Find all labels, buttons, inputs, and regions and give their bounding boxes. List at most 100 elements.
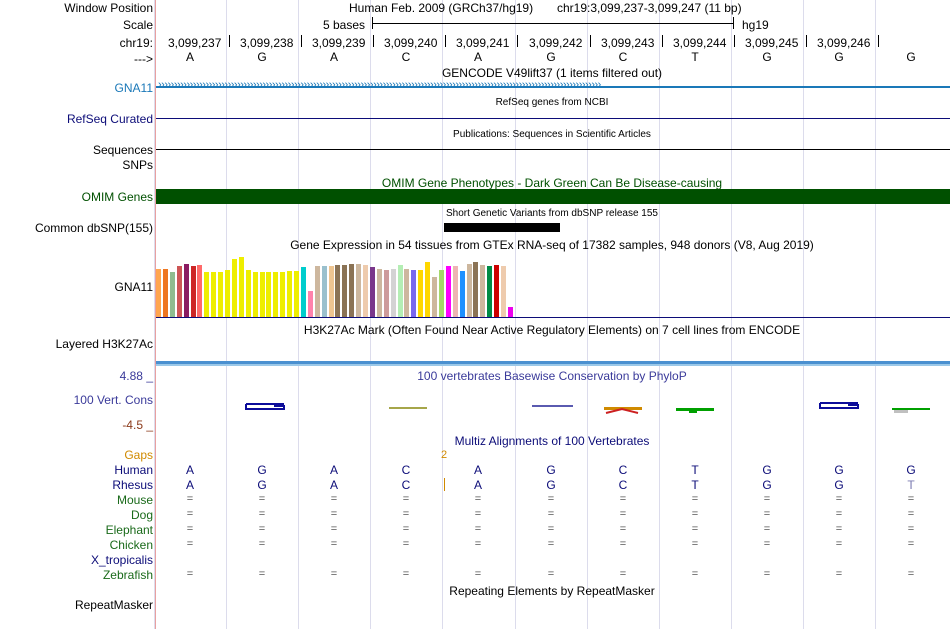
omim-track-label[interactable]: OMIM Genes [81, 190, 153, 204]
species-label[interactable]: X_tropicalis [90, 553, 153, 567]
gtex-tissue-bar[interactable] [473, 262, 478, 317]
gtex-tissue-bar[interactable] [460, 271, 465, 317]
publications-track-label[interactable]: Sequences [92, 143, 153, 157]
gtex-tissue-bar[interactable] [349, 264, 354, 317]
alignment-match: = [619, 523, 627, 535]
gtex-tissue-bar[interactable] [480, 265, 485, 317]
species-label[interactable]: Zebrafish [102, 568, 153, 582]
alignment-match: = [907, 538, 915, 550]
alignment-match: = [186, 493, 194, 505]
ruler-coordinate: 3,099,238 [240, 36, 294, 50]
gtex-tissue-bar[interactable] [163, 269, 168, 317]
gtex-tissue-bar[interactable] [487, 266, 492, 317]
gtex-tissue-bar[interactable] [411, 270, 416, 317]
gtex-tissue-bar[interactable] [432, 277, 437, 317]
species-label[interactable]: Mouse [116, 493, 153, 507]
alignment-match: = [186, 508, 194, 520]
refseq-gene-feature[interactable] [156, 118, 950, 119]
gtex-tissue-bar[interactable] [260, 272, 265, 317]
alignment-match: = [402, 508, 410, 520]
species-label[interactable]: Dog [130, 508, 153, 522]
gtex-tissue-bar[interactable] [384, 270, 389, 317]
ruler-tick [734, 35, 735, 47]
gtex-tissue-bar[interactable] [232, 259, 237, 317]
alignment-match: = [402, 538, 410, 550]
alignment-base: C [618, 463, 628, 477]
snps-track-label[interactable]: SNPs [122, 158, 153, 172]
gtex-tissue-bar[interactable] [280, 272, 285, 317]
dbsnp-variant-feature[interactable] [444, 223, 560, 232]
gtex-tissue-bar[interactable] [301, 267, 306, 317]
gtex-tissue-bar[interactable] [156, 269, 161, 317]
gtex-tissue-bar[interactable] [211, 272, 216, 317]
gtex-tissue-bar[interactable] [404, 269, 409, 317]
gtex-tissue-bar[interactable] [218, 272, 223, 317]
refseq-track-label[interactable]: RefSeq Curated [66, 112, 153, 126]
gtex-tissue-bar[interactable] [335, 265, 340, 317]
gtex-track-label[interactable]: GNA11 [114, 280, 153, 294]
gtex-tissue-bar[interactable] [246, 270, 251, 317]
gtex-tissue-bar[interactable] [184, 264, 189, 317]
gtex-tissue-bar[interactable] [356, 264, 361, 317]
gtex-tissue-bar[interactable] [225, 270, 230, 317]
species-label[interactable]: Chicken [109, 538, 153, 552]
h3k27ac-signal-shade [156, 364, 950, 366]
gencode-gene-feature[interactable] [156, 86, 950, 88]
gtex-tissue-bar[interactable] [391, 269, 396, 317]
gtex-tissue-bar[interactable] [398, 265, 403, 317]
gtex-tissue-bar[interactable] [308, 291, 313, 317]
gtex-tissue-bar[interactable] [508, 307, 513, 317]
gtex-tissue-bar[interactable] [377, 269, 382, 317]
gtex-tissue-bar[interactable] [501, 266, 506, 317]
gtex-tissue-bar[interactable] [363, 265, 368, 317]
gtex-tissue-bar[interactable] [494, 265, 499, 317]
species-label[interactable]: Elephant [105, 523, 153, 537]
gtex-tissue-bar[interactable] [467, 264, 472, 317]
gtex-tissue-bar[interactable] [287, 271, 292, 317]
omim-gene-feature[interactable] [156, 189, 950, 204]
gtex-tissue-bar[interactable] [177, 266, 182, 317]
alignment-base: G [834, 463, 844, 477]
gtex-tissue-bar[interactable] [197, 265, 202, 317]
alignment-match: = [763, 493, 771, 505]
gtex-tissue-bar[interactable] [439, 270, 444, 317]
gtex-tissue-bar[interactable] [170, 272, 175, 317]
gtex-tissue-bar[interactable] [191, 266, 196, 317]
ruler-tick [806, 35, 807, 47]
ruler-coordinate: 3,099,244 [673, 36, 727, 50]
ruler-tick [301, 35, 302, 47]
gtex-tissue-bar[interactable] [329, 266, 334, 317]
h3k27ac-track-title: H3K27Ac Mark (Often Found Near Active Re… [303, 323, 801, 337]
label-gutter-divider [155, 0, 156, 629]
gtex-tissue-bar[interactable] [342, 265, 347, 317]
ruler-coordinate: 3,099,242 [529, 36, 583, 50]
publications-feature[interactable] [156, 149, 950, 150]
gtex-tissue-bar[interactable] [294, 271, 299, 317]
conservation-track-label[interactable]: 100 Vert. Cons [73, 393, 153, 407]
conservation-glyph-t-1 [676, 408, 714, 413]
repeatmasker-track-label[interactable]: RepeatMasker [74, 598, 153, 612]
gtex-tissue-bar[interactable] [370, 267, 375, 317]
gtex-tissue-bar[interactable] [204, 272, 209, 317]
gtex-tissue-bar[interactable] [315, 266, 320, 317]
gencode-track-label[interactable]: GNA11 [114, 81, 153, 95]
dbsnp-track-label[interactable]: Common dbSNP(155) [34, 221, 153, 235]
species-label[interactable]: Human [114, 463, 153, 477]
gtex-tissue-bar[interactable] [253, 272, 258, 317]
gtex-tissue-bar[interactable] [418, 270, 423, 317]
h3k27ac-signal[interactable] [156, 361, 950, 364]
gtex-tissue-bar[interactable] [446, 266, 451, 317]
conservation-track-title: 100 vertebrates Basewise Conservation by… [417, 369, 687, 383]
gtex-tissue-bar[interactable] [273, 272, 278, 317]
gtex-tissue-bar[interactable] [322, 266, 327, 317]
species-label[interactable]: Rhesus [112, 478, 153, 492]
h3k27ac-track-label[interactable]: Layered H3K27Ac [55, 337, 153, 351]
alignment-match: = [763, 508, 771, 520]
gtex-tissue-bar[interactable] [453, 266, 458, 317]
gtex-tissue-bar[interactable] [239, 257, 244, 317]
gtex-tissue-bar[interactable] [266, 272, 271, 317]
gtex-tissue-bar[interactable] [425, 262, 430, 317]
conservation-glyph-g-1 [245, 403, 285, 410]
